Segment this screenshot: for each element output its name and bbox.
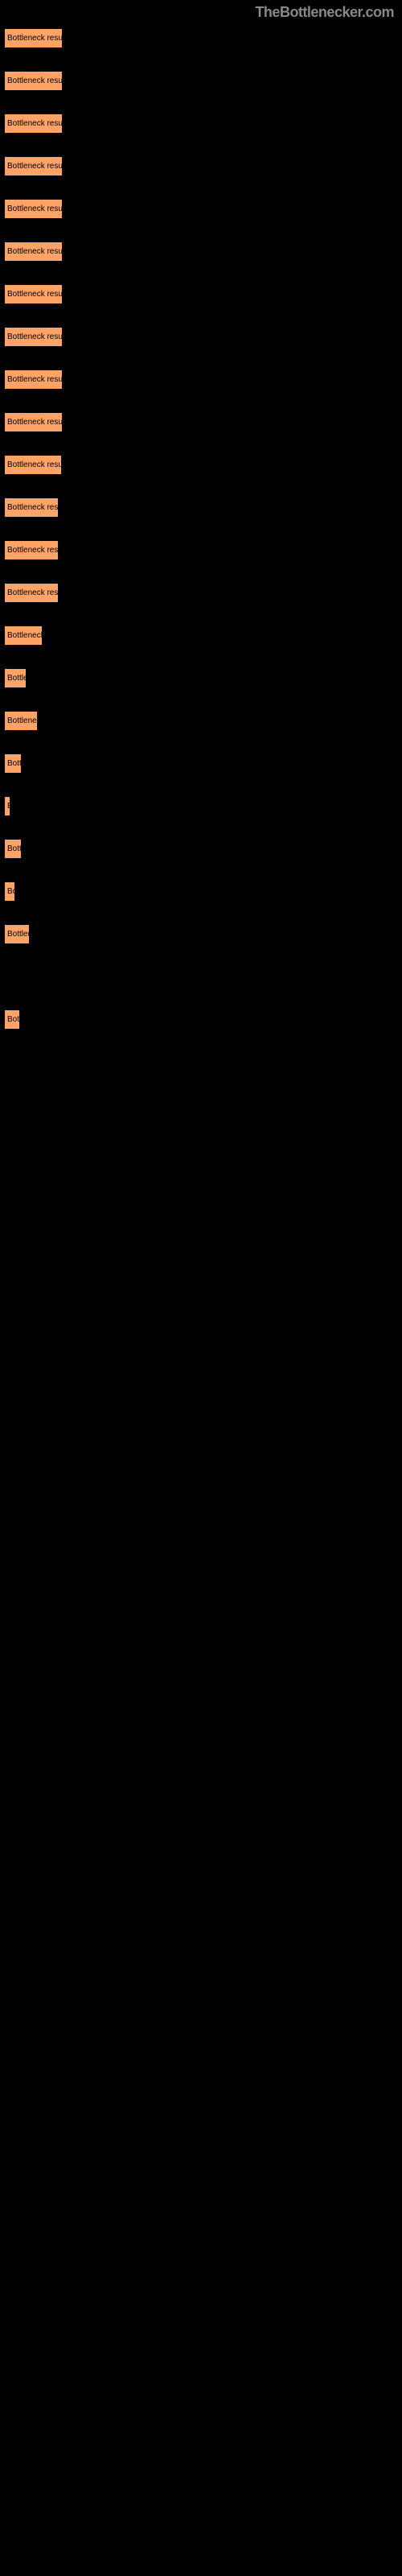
bar-label: Bottleneck result — [7, 76, 63, 85]
bar-row: Bott — [4, 1009, 402, 1030]
bar-label: Bottlen — [7, 930, 30, 939]
bar: Bo — [4, 881, 15, 902]
bar: Bottlen — [4, 924, 30, 944]
bar-row: B — [4, 796, 402, 816]
bar-row: Bottleneck result — [4, 114, 402, 134]
bar-row: Bottlen — [4, 924, 402, 944]
bar-label: Bottleneck result — [7, 204, 63, 213]
bar-row: Bottleneck result — [4, 327, 402, 347]
bar: Bottleneck result — [4, 114, 63, 134]
bar-row: Bottleneck result — [4, 455, 402, 475]
bar-row: Bottleneck — [4, 625, 402, 646]
bar-label: Bo — [7, 887, 15, 896]
bar: Bottleneck result — [4, 71, 63, 91]
bar: Bottl — [4, 753, 22, 774]
bar-label: Bottl — [7, 844, 22, 853]
bar-label: Bottleneck resu — [7, 588, 59, 597]
bar: Bottleneck resu — [4, 583, 59, 603]
bar-label: Bottleneck result — [7, 119, 63, 128]
bar-label: Bottleneck result — [7, 162, 63, 171]
bar: Bottleneck — [4, 625, 43, 646]
bar-label: Bottleneck result — [7, 332, 63, 341]
bar-row: Bottleneck result — [4, 28, 402, 48]
bar-row: Bottleneck resu — [4, 497, 402, 518]
bar-row: Bottl — [4, 753, 402, 774]
bar-row: Bottleneck result — [4, 412, 402, 432]
bar-row: Bottler — [4, 668, 402, 688]
bar: Bottleneck result — [4, 242, 63, 262]
bar-label: Bottler — [7, 674, 27, 683]
bar-row: Bo — [4, 881, 402, 902]
bar-row: Bottleneck result — [4, 156, 402, 176]
bar-row — [4, 967, 402, 987]
bar-row: Bottlenec — [4, 711, 402, 731]
bar-label: Bottleneck result — [7, 460, 62, 469]
bar-row: Bottleneck resu — [4, 540, 402, 560]
bar: Bottler — [4, 668, 27, 688]
bar-label: Bottleneck result — [7, 290, 63, 299]
bar: Bottleneck result — [4, 455, 62, 475]
bar-label: Bottlenec — [7, 716, 38, 725]
bar-label: B — [7, 802, 10, 811]
bar: Bottleneck result — [4, 327, 63, 347]
bar-row: Bottleneck result — [4, 199, 402, 219]
bar-row: Bottleneck result — [4, 284, 402, 304]
bar — [4, 967, 6, 987]
bar-label: Bottleneck resu — [7, 546, 59, 555]
bar-label: Bottleneck result — [7, 418, 63, 427]
bar: Bottleneck result — [4, 199, 63, 219]
bar-label: Bottleneck result — [7, 375, 63, 384]
bar: Bottleneck result — [4, 28, 63, 48]
bar-row: Bottleneck result — [4, 71, 402, 91]
bar: Bottleneck resu — [4, 540, 59, 560]
watermark-text: TheBottlenecker.com — [255, 4, 394, 21]
bar-row: Bottl — [4, 839, 402, 859]
bar: Bottlenec — [4, 711, 38, 731]
bar: Bottl — [4, 839, 22, 859]
bar: Bottleneck result — [4, 156, 63, 176]
bars-container: Bottleneck result Bottleneck result Bottle… — [0, 0, 402, 1030]
bar-label: Bottleneck result — [7, 34, 63, 43]
bar-row: Bottleneck resu — [4, 583, 402, 603]
bar: Bott — [4, 1009, 20, 1030]
bar: Bottleneck result — [4, 369, 63, 390]
bar-label: Bott — [7, 1015, 20, 1024]
bar: Bottleneck result — [4, 412, 63, 432]
bar-label: Bottl — [7, 759, 22, 768]
bar: Bottleneck result — [4, 284, 63, 304]
bar-label: Bottleneck — [7, 631, 43, 640]
bar-row: Bottleneck result — [4, 242, 402, 262]
bar: Bottleneck resu — [4, 497, 59, 518]
bar-label: Bottleneck result — [7, 247, 63, 256]
bar: B — [4, 796, 10, 816]
bar-label: Bottleneck resu — [7, 503, 59, 512]
bar-row: Bottleneck result — [4, 369, 402, 390]
